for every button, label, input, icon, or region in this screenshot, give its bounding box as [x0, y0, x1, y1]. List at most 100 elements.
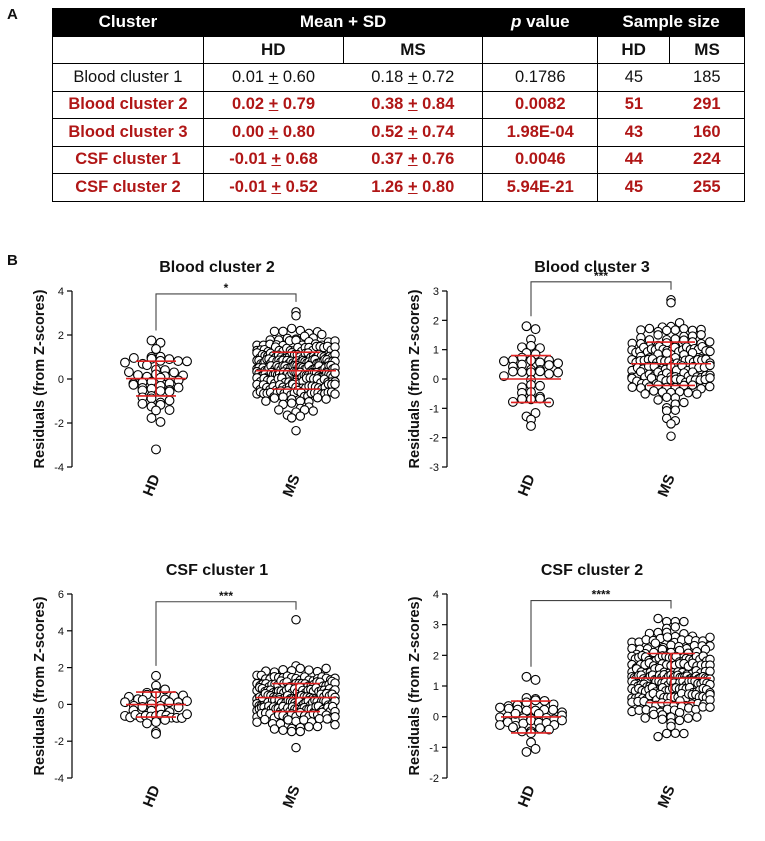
data-point — [155, 386, 166, 396]
data-point — [649, 386, 659, 396]
chart-title: Blood cluster 3 — [534, 259, 650, 276]
p-value: 1.98E-04 — [506, 122, 574, 141]
cluster-name: Blood cluster 2 — [68, 95, 188, 114]
cell-ms-mean-sd: 0.52 + 0.74 — [343, 118, 484, 147]
data-point — [330, 712, 340, 722]
data-point — [705, 373, 715, 383]
data-point — [653, 731, 663, 742]
data-point — [679, 728, 689, 739]
data-point — [661, 348, 672, 358]
x-tick-label: MS — [280, 783, 304, 810]
p-value: 0.0082 — [515, 95, 566, 114]
ms-points — [252, 307, 340, 436]
data-point — [666, 297, 676, 308]
cell-ms-mean-sd: 0.37 + 0.76 — [343, 145, 484, 174]
significance-stars: *** — [219, 589, 233, 603]
cluster-name: Blood cluster 1 — [73, 67, 183, 86]
data-point — [553, 367, 564, 378]
header-p-italic: p — [510, 12, 522, 32]
hd-mean: -0.01 — [229, 150, 267, 169]
x-tick-label: HD — [140, 472, 164, 499]
significance-bracket — [530, 281, 672, 317]
data-point — [252, 717, 262, 727]
data-point — [521, 671, 532, 682]
data-point — [330, 720, 340, 730]
data-point — [146, 413, 157, 423]
chart-title: CSF cluster 2 — [541, 562, 643, 579]
ms-mean: 0.52 — [371, 122, 404, 141]
data-point — [650, 638, 661, 648]
cell-ms-mean-sd: 0.18 + 0.72 — [343, 63, 484, 92]
data-point — [530, 743, 541, 754]
cell-p-value: 0.1786 — [482, 63, 599, 92]
n-ms: 185 — [693, 67, 721, 86]
cell-cluster: CSF cluster 2 — [52, 173, 204, 202]
data-point — [649, 709, 659, 720]
data-point — [544, 369, 554, 379]
data-point — [535, 380, 545, 391]
x-tick-label: MS — [655, 472, 679, 499]
significance-stars: * — [224, 281, 229, 295]
data-point — [683, 713, 693, 723]
y-tick-label: 4 — [58, 626, 64, 638]
y-tick-label: 2 — [58, 663, 64, 675]
chart-svg-blood-cluster-3: Blood cluster 3 Residuals (from Z-scores)… — [407, 259, 715, 499]
n-ms: 160 — [693, 122, 721, 141]
pm-symbol: + — [407, 177, 418, 196]
ms-mean: 0.18 — [371, 67, 404, 86]
data-point — [286, 398, 297, 408]
cell-n-ms: 291 — [669, 90, 745, 119]
panel-letter-a: A — [7, 6, 18, 23]
chart-csf-cluster-1: CSF cluster 1 Residuals (from Z-scores) -4… — [30, 558, 360, 836]
y-tick-label: 0 — [58, 699, 64, 711]
data-point — [330, 379, 340, 390]
y-tick-label: 2 — [433, 650, 439, 662]
data-point — [653, 330, 663, 340]
chart-svg-blood-cluster-2: Blood cluster 2 Residuals (from Z-scores)… — [32, 259, 340, 499]
y-tick-label: 2 — [433, 315, 439, 327]
data-point — [640, 713, 650, 723]
y-axis-label: Residuals (from Z-scores) — [407, 596, 423, 775]
data-point — [553, 358, 564, 369]
data-point — [291, 425, 301, 436]
cell-n-hd: 51 — [597, 90, 670, 119]
chart-blood-cluster-2: Blood cluster 2 Residuals (from Z-scores)… — [30, 255, 360, 525]
data-point — [314, 714, 325, 724]
data-point — [526, 340, 536, 351]
data-point — [182, 696, 192, 707]
data-point — [544, 724, 554, 735]
data-point — [278, 725, 288, 736]
subheader-empty-p — [482, 35, 599, 64]
ms-mean: 1.26 — [371, 177, 404, 196]
data-point — [679, 397, 689, 408]
chart-csf-cluster-2: CSF cluster 2 Residuals (from Z-scores) -2… — [405, 558, 735, 836]
data-point — [670, 622, 681, 632]
chart-svg-csf-cluster-2: CSF cluster 2 Residuals (from Z-scores) -2… — [407, 562, 715, 810]
data-point — [151, 405, 161, 416]
data-point — [291, 311, 301, 321]
data-point — [521, 697, 532, 708]
x-tick-label: HD — [140, 783, 164, 810]
data-point — [260, 714, 270, 725]
data-point — [530, 324, 541, 335]
data-point — [674, 707, 685, 718]
cell-n-hd: 45 — [597, 63, 670, 92]
data-point — [291, 742, 301, 753]
data-point — [146, 335, 157, 346]
data-point — [142, 360, 152, 371]
pm-symbol: + — [271, 150, 282, 169]
chart-blood-cluster-3: Blood cluster 3 Residuals (from Z-scores)… — [405, 255, 735, 525]
y-tick-label: 4 — [433, 589, 439, 601]
chart-title: Blood cluster 2 — [159, 259, 275, 276]
cell-p-value: 5.94E-21 — [482, 173, 599, 202]
cluster-name: Blood cluster 3 — [68, 122, 188, 141]
data-point — [322, 714, 332, 724]
data-point — [704, 381, 715, 392]
data-point — [164, 386, 175, 397]
significance-stars: *** — [594, 269, 608, 283]
y-tick-label: -4 — [54, 462, 64, 474]
data-point — [644, 323, 655, 334]
table-subheader-row: HD MS HD MS — [52, 35, 745, 64]
data-point — [508, 722, 518, 733]
data-point — [705, 346, 715, 357]
